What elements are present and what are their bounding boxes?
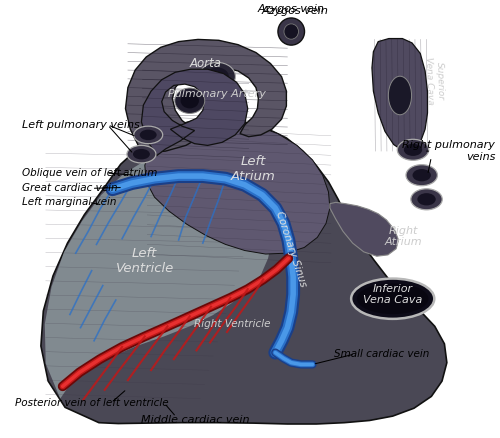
Ellipse shape [134,126,162,144]
Text: Superior
Vena Cava: Superior Vena Cava [424,57,446,105]
Ellipse shape [140,130,156,140]
Ellipse shape [133,149,150,159]
Polygon shape [330,202,398,256]
Ellipse shape [180,93,199,109]
Text: Small cardiac vein: Small cardiac vein [334,349,430,359]
Ellipse shape [398,139,428,160]
Text: Great cardiac vein: Great cardiac vein [22,184,117,193]
Ellipse shape [411,189,442,210]
Ellipse shape [412,169,431,181]
Polygon shape [126,39,286,152]
Polygon shape [145,120,330,254]
Ellipse shape [406,165,438,186]
Ellipse shape [351,279,434,319]
Text: Posterior vein of left ventricle: Posterior vein of left ventricle [15,398,169,408]
Polygon shape [372,39,428,151]
Ellipse shape [206,67,229,86]
Text: Left pulmonary veins: Left pulmonary veins [22,120,140,130]
Ellipse shape [418,193,436,205]
Ellipse shape [357,283,428,314]
Ellipse shape [127,145,156,163]
Text: Inferior
Vena Cava: Inferior Vena Cava [363,283,422,305]
Text: Oblique vein of left atrium: Oblique vein of left atrium [22,168,157,178]
Ellipse shape [278,18,304,45]
Ellipse shape [404,144,422,156]
Text: Right
Atrium: Right Atrium [384,226,422,247]
Ellipse shape [175,88,204,113]
Ellipse shape [284,24,298,39]
Ellipse shape [199,62,235,91]
Text: Left marginal vein: Left marginal vein [22,198,116,207]
Ellipse shape [388,76,411,115]
Text: Aorta: Aorta [189,57,221,70]
Text: Left
Atrium: Left Atrium [231,155,276,183]
Text: Right pulmonary
veins: Right pulmonary veins [402,140,495,162]
Polygon shape [45,151,272,399]
Text: Pulmonary Artery: Pulmonary Artery [168,89,266,99]
Text: Right Ventricle: Right Ventricle [194,319,270,329]
Text: Azygos vein: Azygos vein [261,6,328,16]
Text: Left
Ventricle: Left Ventricle [116,247,174,275]
Text: Middle cardiac vein: Middle cardiac vein [142,415,250,424]
Text: Coronary Sinus: Coronary Sinus [274,210,308,288]
Polygon shape [41,119,447,424]
Polygon shape [142,69,248,155]
Text: Azygos vein: Azygos vein [258,4,324,14]
